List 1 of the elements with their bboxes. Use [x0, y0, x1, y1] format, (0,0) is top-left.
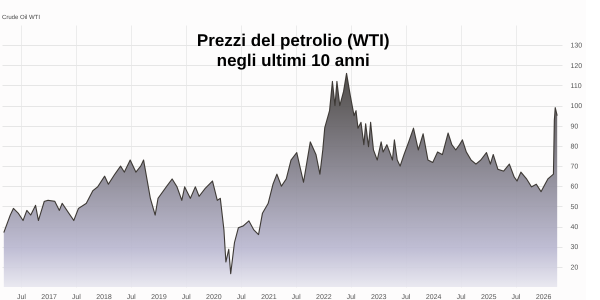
text: Prezzi del petrolio (WTI) negli ultimi 10 anni — [196, 31, 390, 70]
